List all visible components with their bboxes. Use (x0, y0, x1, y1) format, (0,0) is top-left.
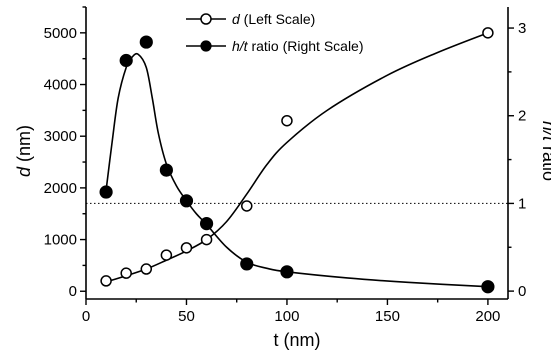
y-left-tick-label: 0 (69, 283, 77, 300)
plot-area (86, 27, 508, 294)
data-point-ht (139, 35, 153, 49)
fit-curve-d (105, 32, 489, 283)
data-point-d (241, 200, 253, 212)
data-point-ht (199, 216, 214, 231)
data-point-ht (159, 163, 173, 177)
data-point-d (281, 114, 293, 127)
y-left-axis-title: d (nm) (14, 125, 34, 177)
data-point-ht (179, 194, 194, 208)
y-right-tick-label: 2 (518, 108, 526, 125)
y-right-axis-title: h/t ratio (539, 121, 551, 181)
y-left-tick-label: 1000 (44, 232, 77, 249)
y-left-tick-label: 2000 (44, 180, 77, 197)
y-right-tick-label: 1 (518, 195, 526, 212)
data-point-ht (99, 185, 113, 199)
data-point-d (140, 263, 153, 275)
x-tick-label: 100 (274, 308, 299, 325)
y-left-tick-label: 3000 (44, 128, 77, 145)
y-right-tick-label: 3 (518, 20, 526, 37)
data-point-d (180, 242, 193, 254)
legend-marker-d (200, 13, 212, 25)
data-point-ht (119, 53, 133, 68)
x-tick-label: 150 (375, 308, 400, 325)
legend-label-ht: h/t ratio (Right Scale) (232, 38, 364, 54)
data-point-d (100, 275, 112, 287)
legend-label-d: d (Left Scale) (232, 11, 315, 27)
data-point-d (160, 249, 173, 261)
y-left-tick-label: 4000 (44, 77, 77, 94)
x-tick-label: 0 (82, 308, 90, 325)
x-tick-label: 200 (475, 308, 500, 325)
legend-marker-ht (200, 40, 212, 52)
data-point-ht (240, 257, 254, 271)
legend: d (Left Scale) h/t ratio (Right Scale) (186, 11, 364, 54)
y-left-tick-label: 5000 (44, 25, 77, 42)
data-point-ht (481, 280, 495, 294)
y-right-tick-label: 0 (518, 283, 526, 300)
data-point-ht (280, 265, 294, 279)
data-point-d (200, 233, 213, 246)
data-point-d (120, 267, 132, 279)
data-point-d (482, 27, 494, 39)
x-tick-label: 50 (178, 308, 195, 325)
x-axis-title: t (nm) (274, 330, 321, 350)
